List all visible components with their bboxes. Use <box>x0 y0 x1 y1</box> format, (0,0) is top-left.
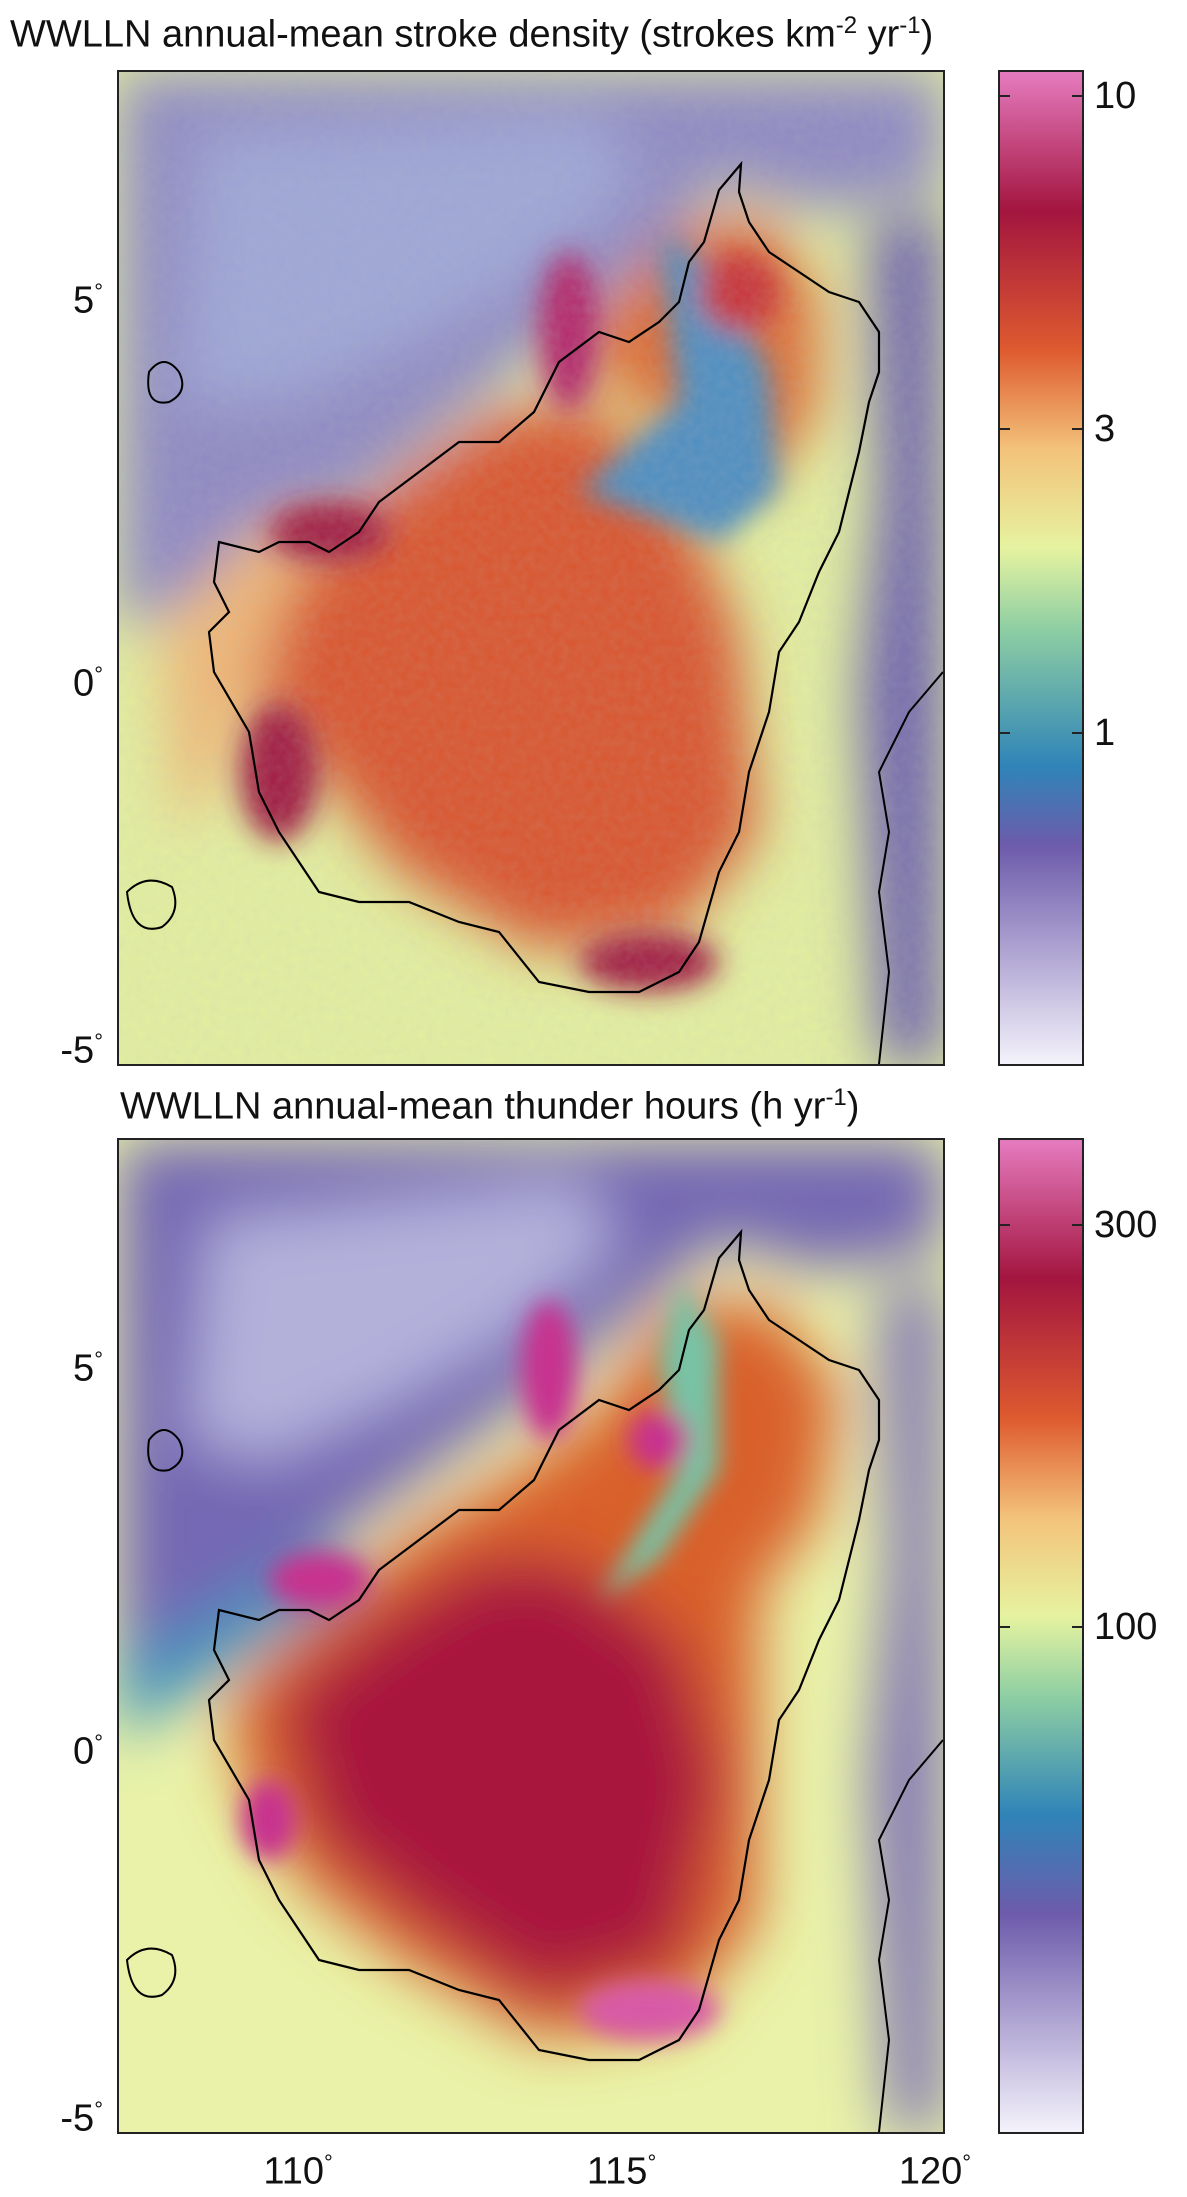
ocean-core-nw <box>189 1180 619 1460</box>
colorbar-tick-mark <box>998 1625 1010 1628</box>
latitude-tick-label: 0° <box>73 1729 103 1773</box>
islet-sw <box>125 1947 177 1998</box>
colorbar-tick-label: 10 <box>1094 75 1137 118</box>
highland-low-strip <box>599 1280 719 1600</box>
latitude-tick-label: -5° <box>60 2096 103 2140</box>
top-title-sup1: -2 <box>835 12 858 39</box>
colorbar-tick-label: 300 <box>1094 1203 1158 1246</box>
islet-west <box>147 361 184 404</box>
thunder-hours-colorbar <box>998 1138 1084 2134</box>
colorbar-tick-mark <box>998 732 1010 735</box>
latitude-tick-label: -5° <box>60 1028 103 1072</box>
top-title-sup2: -1 <box>899 12 921 39</box>
land-core <box>279 1560 719 2000</box>
colorbar-tick-mark <box>998 95 1010 98</box>
sulawesi-coast <box>877 671 943 1064</box>
colorbar-tick-mark <box>998 1223 1010 1226</box>
hotspot-sarawak-magenta <box>269 1552 369 1608</box>
borneo-coastline <box>207 160 881 994</box>
latitude-tick-label: 5° <box>73 278 103 322</box>
borneo-coastline <box>207 1228 881 2062</box>
hotspot-ridge-magenta <box>521 1300 577 1440</box>
hotspot-interior-magenta <box>629 1410 689 1470</box>
islet-west <box>147 1429 184 1472</box>
top-title-mid: yr <box>857 13 900 56</box>
sulawesi-coast <box>877 1739 943 2132</box>
bottom-title-end: ) <box>846 1085 860 1128</box>
latitude-tick-label: 5° <box>73 1346 103 1390</box>
hotspot-south-magenta <box>579 1980 719 2040</box>
top-title-text: WWLLN annual-mean stroke density (stroke… <box>10 13 836 56</box>
stroke-density-map <box>117 70 945 1066</box>
longitude-tick-label: 115° <box>586 2150 657 2193</box>
thunder-hours-map <box>117 1138 945 2134</box>
colorbar-tick-label: 3 <box>1094 408 1116 451</box>
bottom-title-sup1: -1 <box>825 1084 847 1111</box>
islet-sw <box>125 879 177 930</box>
longitude-tick-label: 110° <box>263 2150 333 2193</box>
longitude-tick-label: 120° <box>898 2150 972 2193</box>
colorbar-tick-mark <box>1072 95 1084 98</box>
hotspot-west-magenta <box>241 1780 297 1860</box>
colorbar-tick-label: 100 <box>1094 1605 1158 1648</box>
bottom-title-text: WWLLN annual-mean thunder hours (h yr <box>120 1085 826 1128</box>
stroke-density-colorbar <box>998 70 1084 1066</box>
thunder-hours-map-svg <box>119 1140 943 2132</box>
colorbar-tick-label: 1 <box>1094 712 1116 755</box>
latitude-tick-label: 0° <box>73 661 103 705</box>
colorbar-tick-mark <box>998 428 1010 431</box>
top-title-end: ) <box>920 13 934 56</box>
colorbar-tick-mark <box>1072 1223 1084 1226</box>
colorbar-tick-mark <box>1072 428 1084 431</box>
colorbar-tick-mark <box>1072 732 1084 735</box>
colorbar-tick-mark <box>1072 1625 1084 1628</box>
stroke-density-map-svg <box>119 72 943 1064</box>
top-panel-title: WWLLN annual-mean stroke density (stroke… <box>10 14 933 54</box>
ocean-east <box>869 1280 943 2132</box>
bottom-panel-title: WWLLN annual-mean thunder hours (h yr-1) <box>120 1086 859 1126</box>
